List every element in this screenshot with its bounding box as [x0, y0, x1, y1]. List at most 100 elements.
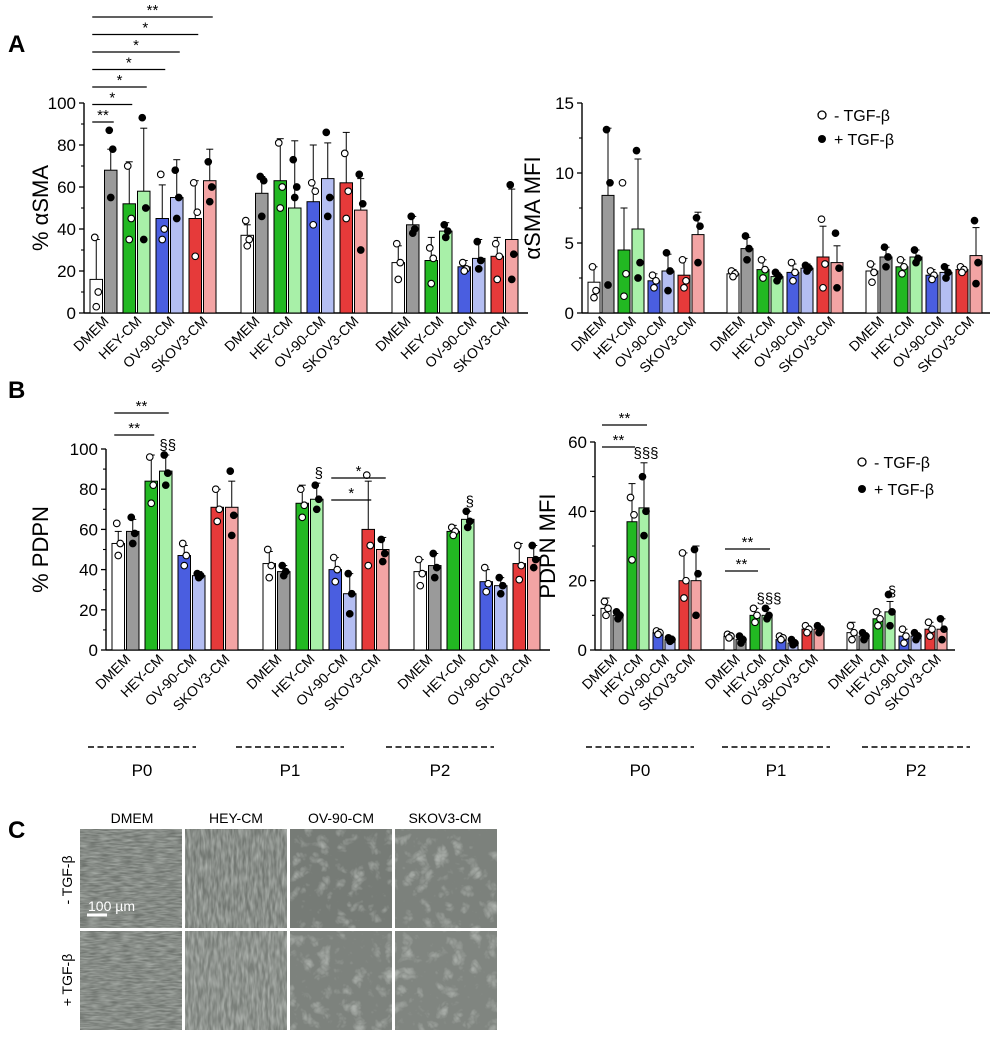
micrograph-col-hey: HEY-CM	[209, 810, 263, 826]
data-point	[831, 229, 840, 238]
data-point	[803, 628, 811, 637]
panel-label-c: C	[8, 817, 25, 844]
data-point	[138, 113, 147, 122]
legend-label-minus: - TGF-β	[874, 455, 930, 472]
data-point	[125, 235, 134, 244]
data-point	[364, 561, 373, 570]
data-point	[789, 640, 797, 649]
data-point	[529, 563, 538, 572]
data-point	[380, 549, 389, 558]
bar	[126, 530, 140, 651]
bar	[225, 506, 239, 651]
data-point	[634, 274, 642, 282]
data-point	[460, 267, 469, 275]
data-point	[298, 513, 307, 522]
y-axis-label: % αSMA	[28, 165, 53, 251]
data-point	[245, 235, 254, 244]
data-point	[342, 214, 351, 223]
data-point	[429, 254, 438, 263]
data-point	[276, 204, 285, 212]
data-point	[309, 220, 318, 229]
passage-label-p2: P2	[430, 761, 451, 780]
data-point	[292, 183, 301, 191]
data-point	[484, 579, 493, 588]
bar	[177, 555, 191, 651]
data-point	[495, 252, 504, 261]
data-point	[329, 553, 338, 562]
data-point	[614, 614, 622, 623]
data-point	[912, 635, 920, 644]
y-tick-label: 40	[57, 220, 76, 239]
bar	[295, 502, 309, 651]
bar	[461, 518, 475, 651]
data-point	[928, 275, 936, 284]
bar	[391, 262, 405, 314]
data-point	[139, 235, 148, 244]
data-point	[928, 625, 936, 634]
bar	[159, 470, 173, 651]
legend-a: - TGF-β + TGF-β	[817, 108, 894, 149]
micrograph-col-dmem: DMEM	[111, 810, 154, 826]
data-point	[430, 573, 439, 582]
data-point	[815, 628, 823, 637]
data-point	[194, 573, 203, 582]
data-point	[161, 481, 170, 490]
data-point	[90, 233, 99, 242]
significance-label: **	[736, 556, 748, 573]
bar	[406, 224, 420, 314]
data-point	[128, 539, 137, 548]
significance-label: **	[136, 398, 148, 415]
data-point	[156, 170, 165, 179]
data-point	[628, 556, 636, 564]
data-point	[588, 262, 597, 271]
data-point	[737, 639, 745, 647]
data-point	[936, 614, 945, 623]
data-point	[604, 281, 612, 289]
data-point	[307, 178, 316, 187]
bar	[288, 207, 302, 314]
significance-label: *	[126, 55, 132, 72]
significance-label: *	[348, 485, 354, 502]
data-point	[279, 571, 288, 580]
data-point	[495, 573, 504, 582]
data-point	[654, 630, 662, 639]
data-point	[290, 193, 299, 202]
data-point	[876, 614, 884, 623]
data-point	[972, 279, 980, 288]
data-point	[528, 541, 537, 550]
data-point	[694, 258, 702, 267]
data-point	[378, 557, 387, 566]
micrograph-ov90-minus	[290, 829, 392, 928]
data-point	[835, 264, 843, 273]
data-point	[692, 213, 701, 222]
data-point	[482, 587, 491, 596]
significance-label: **	[742, 534, 754, 551]
data-point	[229, 511, 238, 520]
section-marker: §	[466, 493, 474, 510]
data-point	[145, 453, 154, 461]
data-point	[761, 265, 769, 274]
data-point	[632, 146, 641, 155]
data-point	[377, 535, 386, 544]
bar	[638, 507, 650, 651]
data-point	[926, 632, 934, 640]
data-point	[462, 507, 471, 516]
data-point	[650, 283, 658, 292]
data-point	[910, 246, 919, 254]
data-point	[741, 232, 750, 240]
data-point	[325, 193, 334, 202]
data-point	[884, 590, 893, 599]
data-point	[174, 193, 183, 202]
data-point	[753, 611, 761, 620]
data-point	[652, 276, 660, 285]
data-point	[942, 274, 950, 282]
data-point	[866, 260, 875, 268]
legend-label-plus: + TGF-β	[834, 132, 894, 149]
bar	[277, 571, 291, 651]
data-point	[356, 246, 365, 254]
y-tick-label: 0	[67, 304, 76, 323]
significance-label: *	[133, 37, 139, 54]
data-point	[241, 216, 250, 225]
data-point	[180, 561, 189, 570]
